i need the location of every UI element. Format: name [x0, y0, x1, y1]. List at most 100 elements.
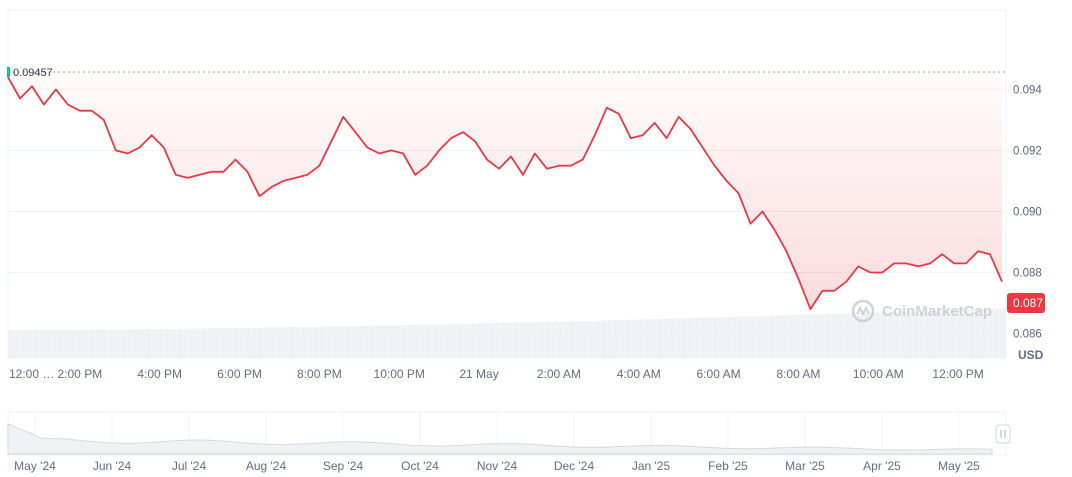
volume-bar — [681, 318, 688, 358]
volume-bar — [581, 320, 588, 358]
y-tick-label: 0.088 — [1013, 268, 1042, 280]
start-price-label: 0.09457 — [13, 67, 53, 79]
volume-bar — [756, 316, 763, 358]
volume-bar — [332, 326, 339, 358]
navigator-x-tick-label: Aug '24 — [246, 459, 287, 473]
volume-bar — [768, 315, 775, 358]
volume-bar — [469, 323, 476, 358]
volume-bar — [868, 312, 875, 358]
volume-bar — [220, 328, 227, 358]
volume-bar — [176, 328, 183, 358]
volume-bar — [881, 312, 888, 358]
volume-bar — [388, 325, 395, 358]
navigator-x-tick-label: May '24 — [14, 459, 56, 473]
volume-bar — [619, 319, 626, 358]
volume-bar — [962, 309, 969, 358]
volume-bar — [631, 319, 638, 358]
volume-bar — [600, 320, 607, 358]
volume-bar — [887, 312, 894, 358]
volume-bar — [531, 322, 538, 358]
volume-bar — [101, 329, 108, 358]
volume-bar — [825, 314, 832, 358]
volume-bar — [912, 311, 919, 358]
price-series-line — [7, 76, 1003, 311]
navigator-x-tick-label: Feb '25 — [708, 459, 748, 473]
volume-bar — [507, 322, 513, 358]
volume-bar — [556, 321, 563, 358]
volume-bars — [8, 308, 1006, 358]
x-tick-label: 6:00 AM — [697, 367, 741, 381]
volume-bar — [257, 327, 264, 358]
volume-bar — [14, 329, 21, 358]
volume-bar — [550, 321, 557, 358]
volume-bar — [313, 326, 320, 358]
volume-bar — [475, 323, 482, 358]
start-price-marker — [7, 66, 10, 77]
volume-bar — [538, 322, 545, 358]
volume-bar — [95, 329, 102, 358]
volume-bar — [875, 312, 881, 358]
current-price-badge — [1007, 293, 1045, 314]
volume-bar — [750, 316, 757, 358]
volume-bar — [114, 329, 120, 358]
x-tick-label: 10:00 PM — [374, 367, 425, 381]
x-tick-label: 2:00 AM — [537, 367, 581, 381]
navigator-x-tick-label: Jun '24 — [93, 459, 132, 473]
volume-bar — [276, 327, 283, 358]
volume-bar — [382, 325, 389, 358]
volume-bar — [238, 327, 245, 358]
volume-bar — [762, 315, 769, 358]
volume-bar — [163, 328, 170, 358]
volume-bar — [64, 329, 71, 358]
volume-bar — [182, 328, 189, 358]
volume-bar — [675, 318, 682, 358]
volume-bar — [57, 329, 64, 358]
volume-bar — [569, 321, 576, 358]
price-area — [8, 72, 1002, 310]
volume-bar — [376, 325, 382, 358]
volume-bar — [662, 318, 669, 358]
volume-bar — [195, 328, 202, 358]
x-tick-label: 12:00 PM — [932, 367, 983, 381]
volume-bar — [425, 324, 432, 358]
watermark: CoinMarketCap — [851, 299, 992, 323]
volume-bar — [775, 315, 782, 358]
x-tick-label: 4:00 AM — [617, 367, 661, 381]
volume-bar — [482, 323, 488, 358]
x-tick-label: 12:00 … — [9, 367, 54, 381]
volume-bar — [282, 327, 289, 358]
volume-bar — [644, 319, 651, 358]
volume-bar — [575, 321, 582, 358]
volume-bar — [494, 323, 501, 358]
navigator-area — [7, 423, 993, 455]
x-tick-label: 8:00 AM — [776, 367, 820, 381]
volume-bar — [294, 327, 301, 358]
x-tick-label: 8:00 PM — [297, 367, 342, 381]
navigator-handle[interactable] — [995, 424, 1011, 444]
volume-bar — [943, 310, 950, 358]
navigator-x-tick-label: Nov '24 — [477, 459, 518, 473]
volume-bar — [625, 319, 632, 358]
currency-label: USD — [1018, 348, 1044, 362]
volume-bar — [400, 325, 407, 358]
navigator-x-tick-label: Jul '24 — [172, 459, 207, 473]
volume-bar — [107, 329, 114, 358]
navigator-x-tick-label: Oct '24 — [401, 459, 439, 473]
volume-bar — [519, 322, 526, 358]
volume-bar — [413, 324, 420, 358]
y-tick-label: 0.086 — [1013, 329, 1042, 341]
volume-bar — [694, 317, 701, 358]
volume-bar — [488, 323, 495, 358]
volume-bar — [120, 329, 127, 358]
volume-bar — [687, 318, 694, 358]
volume-bar — [45, 329, 52, 358]
volume-bar — [793, 314, 800, 358]
volume-bar — [744, 316, 750, 358]
x-axis-ticks: 12:00 … 2:00 PM 4:00 PM 6:00 PM 8:00 PM 10:00… — [9, 367, 984, 381]
volume-bar — [563, 321, 570, 358]
range-navigator[interactable]: May '24 Jun '24 Jul '24 Aug '24 Sep '24 Oct '… — [7, 411, 1011, 473]
volume-bar — [170, 328, 177, 358]
volume-bar — [725, 317, 732, 358]
price-line — [7, 76, 1003, 311]
volume-bar — [301, 326, 308, 358]
